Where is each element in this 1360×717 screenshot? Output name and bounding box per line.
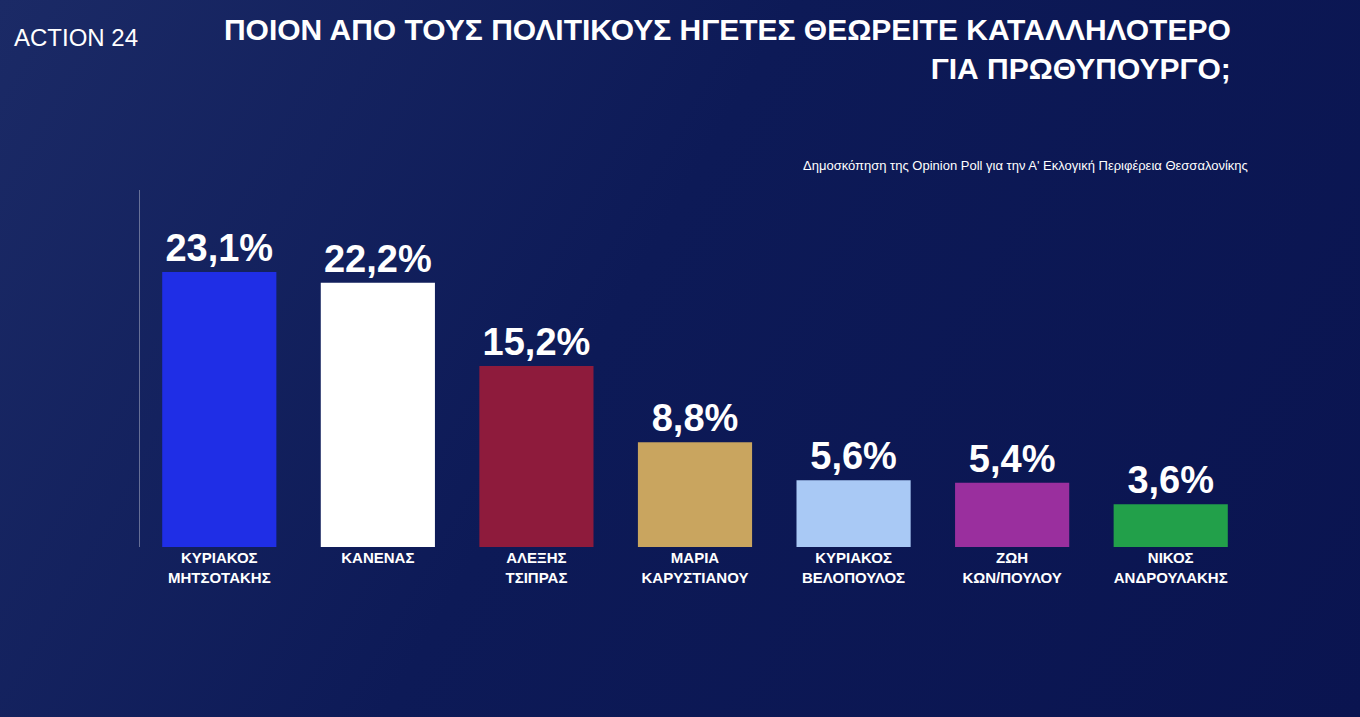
svg-text:8,8%: 8,8% bbox=[652, 397, 739, 439]
svg-text:ΝΙΚΟΣΑΝΔΡΟΥΛΑΚΗΣ: ΝΙΚΟΣΑΝΔΡΟΥΛΑΚΗΣ bbox=[1114, 549, 1228, 586]
svg-text:ΚΑΝΕΝΑΣ: ΚΑΝΕΝΑΣ bbox=[341, 549, 414, 566]
svg-text:23,1%: 23,1% bbox=[165, 227, 273, 269]
svg-text:ΑΛΕΞΗΣΤΣΙΠΡΑΣ: ΑΛΕΞΗΣΤΣΙΠΡΑΣ bbox=[505, 549, 567, 586]
svg-text:ΖΩΗΚΩΝ/ΠΟΥΛΟΥ: ΖΩΗΚΩΝ/ΠΟΥΛΟΥ bbox=[962, 549, 1061, 586]
svg-text:22,2%: 22,2% bbox=[324, 238, 432, 280]
svg-text:15,2%: 15,2% bbox=[483, 321, 591, 363]
svg-text:5,6%: 5,6% bbox=[810, 435, 897, 477]
svg-text:ΚΥΡΙΑΚΟΣΜΗΤΣΟΤΑΚΗΣ: ΚΥΡΙΑΚΟΣΜΗΤΣΟΤΑΚΗΣ bbox=[168, 549, 271, 586]
svg-text:ACTION 24: ACTION 24 bbox=[14, 24, 138, 51]
svg-text:ΚΥΡΙΑΚΟΣΒΕΛΟΠΟΥΛΟΣ: ΚΥΡΙΑΚΟΣΒΕΛΟΠΟΥΛΟΣ bbox=[802, 549, 905, 586]
svg-text:ΜΑΡΙΑΚΑΡΥΣΤΙΑΝΟΥ: ΜΑΡΙΑΚΑΡΥΣΤΙΑΝΟΥ bbox=[642, 549, 749, 586]
svg-text:Δημοσκόπηση της Opinion Poll γ: Δημοσκόπηση της Opinion Poll για την Α' … bbox=[803, 158, 1248, 173]
svg-text:5,4%: 5,4% bbox=[969, 438, 1056, 480]
svg-text:3,6%: 3,6% bbox=[1127, 459, 1214, 501]
svg-text:ΠΟΙΟΝ ΑΠΟ ΤΟΥΣ ΠΟΛΙΤΙΚΟΥΣ ΗΓΕΤ: ΠΟΙΟΝ ΑΠΟ ΤΟΥΣ ΠΟΛΙΤΙΚΟΥΣ ΗΓΕΤΕΣ ΘΕΩΡΕΙΤ… bbox=[224, 13, 1231, 85]
